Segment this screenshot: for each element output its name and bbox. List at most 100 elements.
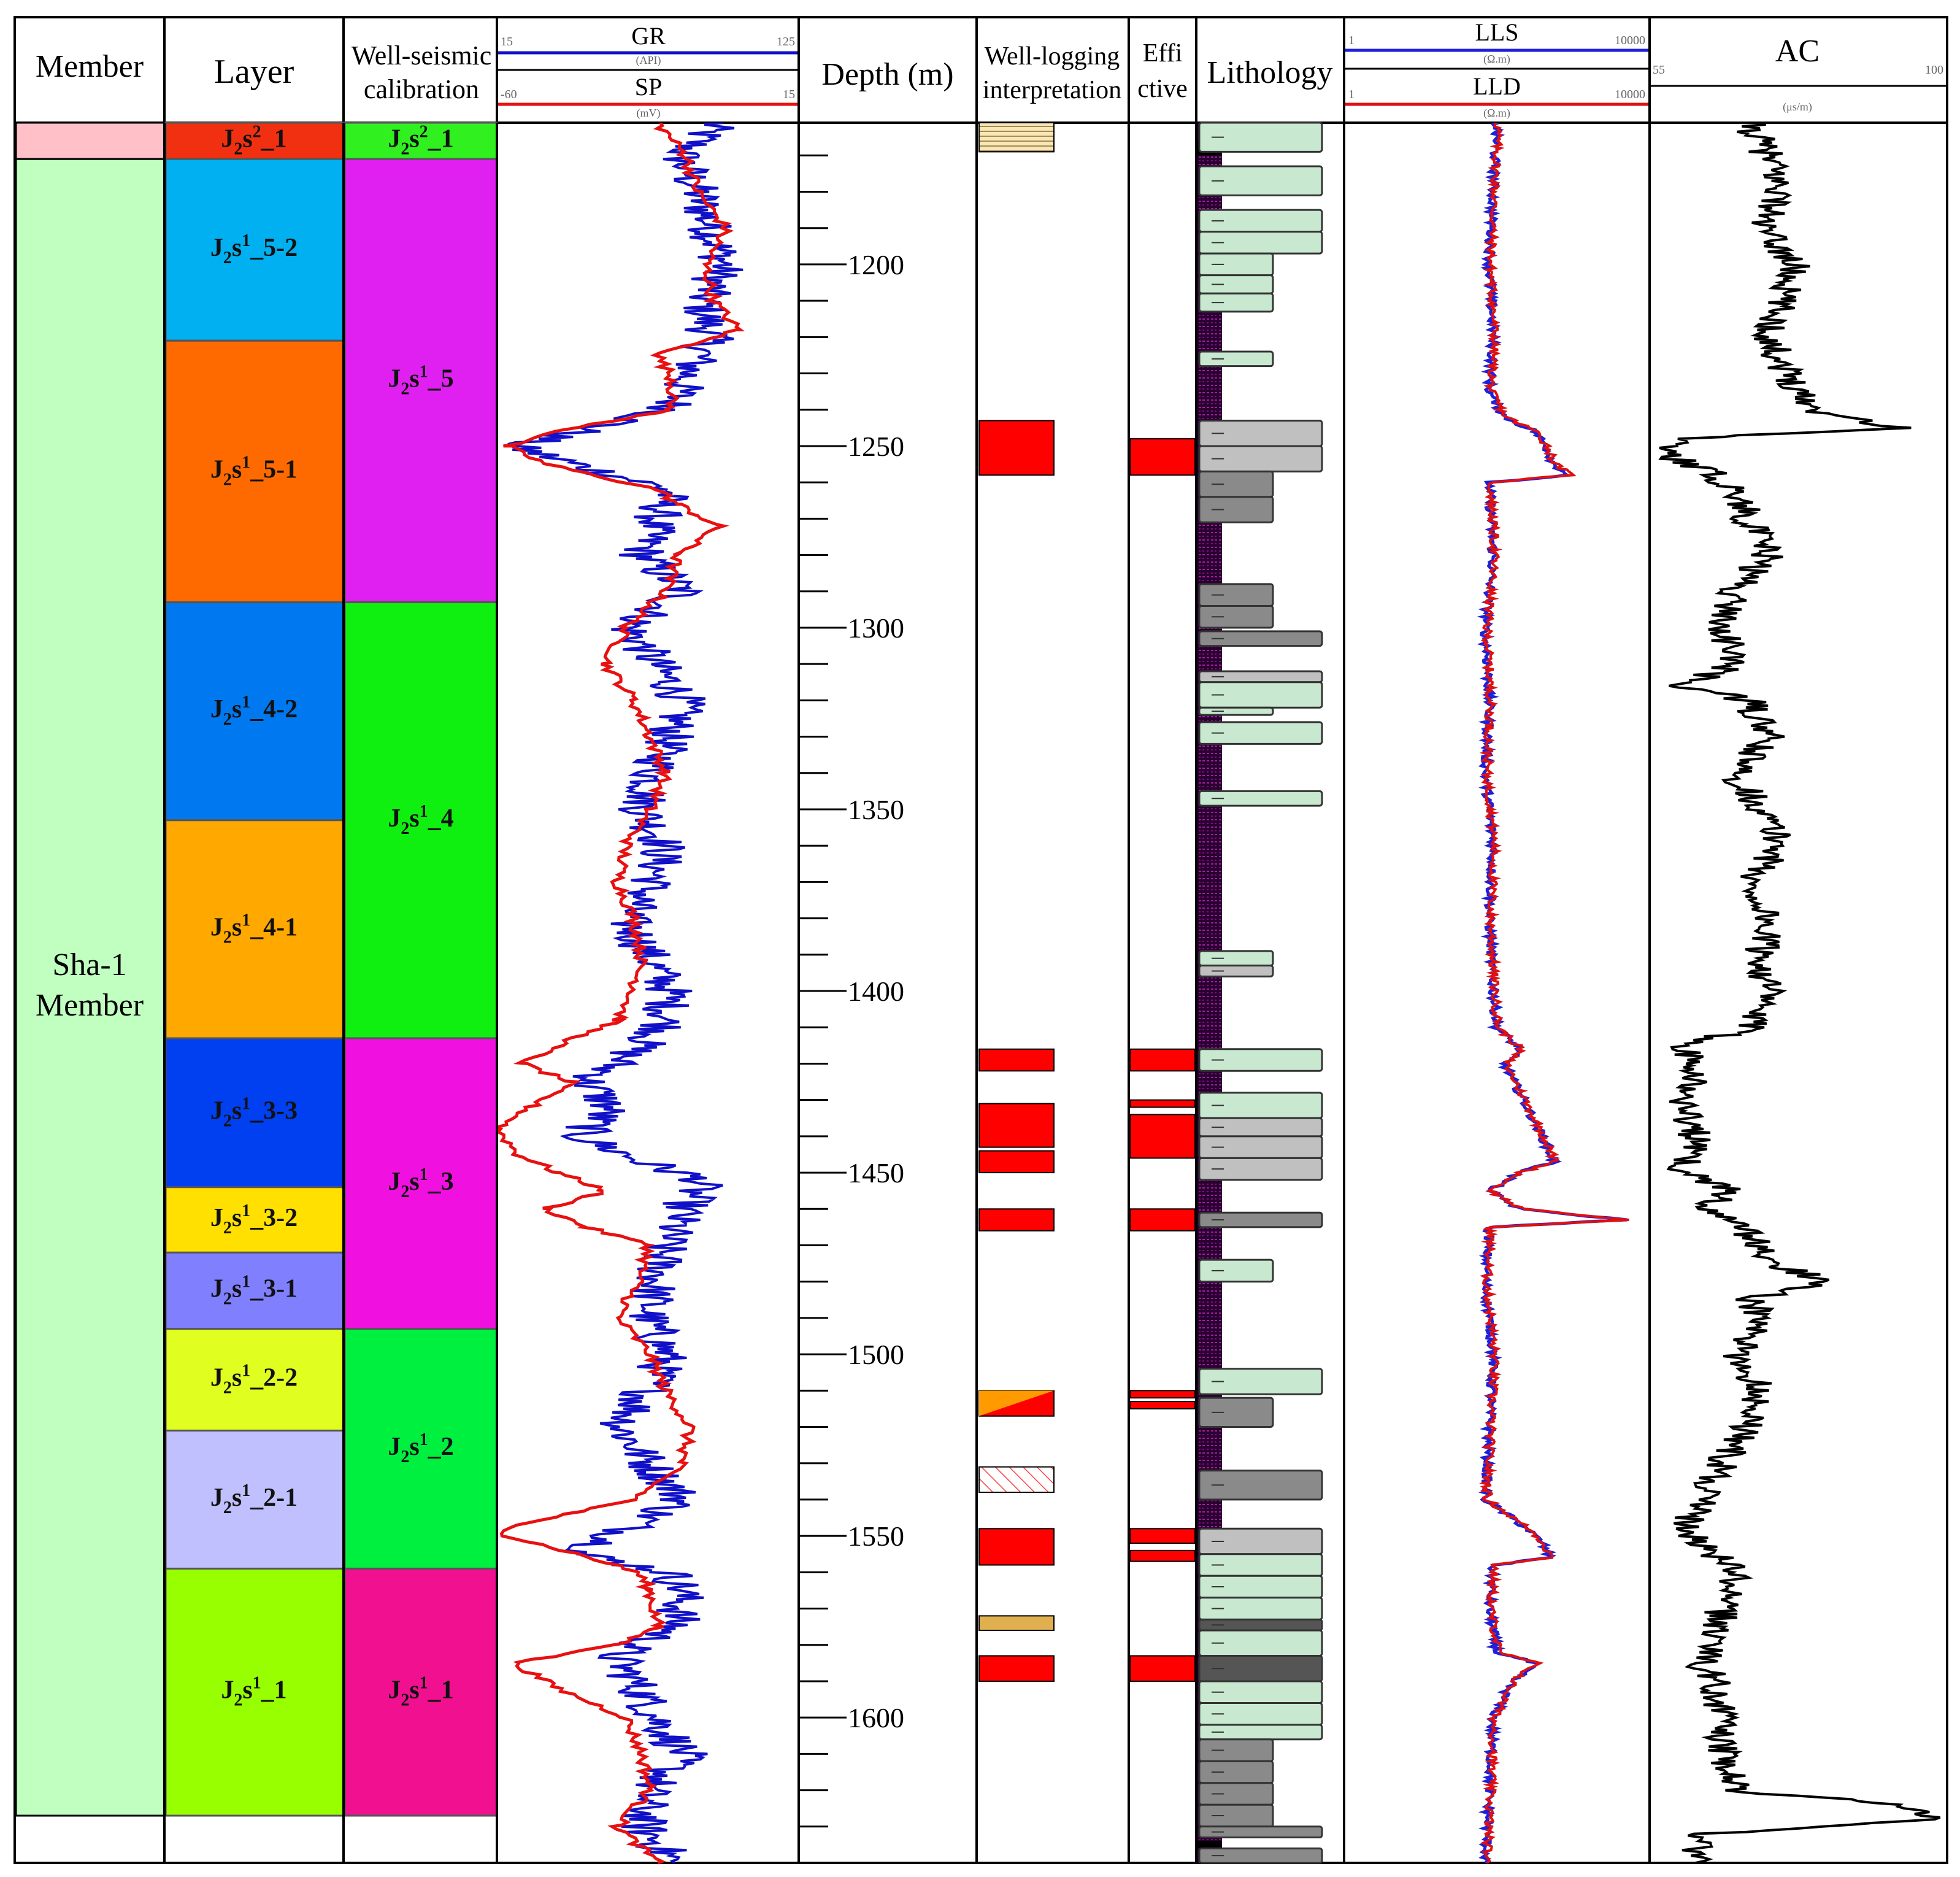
ac-curve — [1658, 123, 1941, 1864]
coal-band — [1197, 1841, 1222, 1849]
lithology-bed — [1198, 1470, 1323, 1501]
header-lld: LLD — [1473, 72, 1521, 100]
lithology-bed — [1198, 252, 1274, 277]
header-gr: GR — [631, 22, 666, 50]
calibration-label: J2s1_2 — [388, 1430, 453, 1467]
layer-label: J2s1_1 — [221, 1674, 286, 1710]
effective-block — [1129, 1114, 1196, 1159]
header-layer: Layer — [214, 53, 294, 91]
layer-label: J2s1_5-2 — [210, 231, 298, 268]
calibration-cell — [344, 121, 498, 160]
calibration-label: J2s1_5 — [388, 362, 453, 398]
layer-label: J2s2_1 — [221, 123, 286, 159]
header-member: Member — [36, 49, 144, 84]
layer-label: J2s1_3-3 — [210, 1094, 298, 1130]
member-0 — [15, 121, 166, 160]
interpretation-track — [978, 122, 1055, 1682]
interpretation-block — [978, 420, 1055, 476]
lls-curve — [1477, 123, 1628, 1864]
header-eff-2: ctive — [1137, 75, 1188, 103]
lithology-bed — [1198, 1397, 1274, 1428]
layer-cell — [164, 601, 345, 822]
lld-curve — [1479, 123, 1629, 1864]
lithology-bed — [1198, 604, 1274, 629]
calibration-label: J2s1_3 — [388, 1165, 453, 1201]
sp-scale-max: 15 — [783, 88, 795, 101]
layer-label: J2s1_4-2 — [210, 693, 298, 729]
ac-track — [1658, 123, 1941, 1864]
interpretation-block — [978, 1615, 1055, 1632]
header-eff-1: Effi — [1143, 39, 1183, 67]
sp-curve — [498, 123, 745, 1865]
gr-sp-track — [498, 123, 745, 1865]
lithology-bed — [1198, 790, 1323, 807]
effective-block — [1129, 1655, 1196, 1682]
calibration-cell — [344, 1567, 498, 1817]
lithology-bed — [1198, 706, 1274, 716]
layer-cell — [164, 1429, 345, 1570]
member-label: Sha-1 Member — [36, 947, 144, 1023]
lithology-bed — [1198, 630, 1323, 647]
layer-label: J2s1_3-2 — [210, 1201, 298, 1238]
lld-unit: (Ω.m) — [1483, 107, 1510, 120]
header-depth: Depth (m) — [821, 57, 953, 92]
column-headers: Member Layer Well-seismic calibration GR… — [36, 18, 1947, 120]
calibration-label: J2s2_1 — [388, 123, 453, 159]
lithology-bed — [1198, 1157, 1323, 1181]
calibration-cell — [344, 1328, 498, 1570]
interpretation-block — [978, 1655, 1055, 1682]
lithology-bed — [1198, 1048, 1323, 1072]
interpretation-block — [978, 1048, 1055, 1072]
lithology-bed — [1198, 470, 1274, 498]
effective-block — [1129, 438, 1196, 476]
calibration-label: J2s1_1 — [388, 1674, 453, 1710]
interpretation-split-fill — [979, 1390, 1054, 1416]
lithology-bed — [1198, 1782, 1274, 1806]
layer-cell — [164, 121, 345, 160]
lithology-bed — [1198, 1847, 1323, 1864]
interpretation-block — [978, 1208, 1055, 1231]
lls-scale-max: 10000 — [1615, 34, 1645, 47]
depth-track: 1200 1250 1300 1350 1400 1450 1500 1550 1600 — [800, 154, 904, 1864]
member-column: Sha-1 Member — [15, 121, 166, 1817]
lls-scale-min: 1 — [1348, 34, 1355, 47]
effective-block — [1129, 1528, 1196, 1544]
lithology-bed — [1198, 350, 1274, 368]
calibration-cell — [344, 601, 498, 1039]
effective-block — [1129, 1390, 1196, 1399]
depth-label: 1400 — [848, 976, 904, 1007]
header-wellseis-2: calibration — [364, 74, 479, 104]
gr-curve — [507, 123, 744, 1864]
sp-unit: (mV) — [637, 107, 661, 120]
header-ac: AC — [1775, 34, 1820, 69]
layer-label: J2s1_3-1 — [210, 1272, 298, 1308]
layer-column: J2s2_1 J2s1_5-2 J2s1_5-1 J2s1_4-2 J2s1_4-1 J2… — [164, 121, 345, 1817]
calibration-label: J2s1_4 — [388, 802, 453, 838]
calibration-column: J2s2_1 J2s1_5 J2s1_4 J2s1_3 J2s1_2 J2s1_1 — [344, 121, 498, 1817]
interpretation-block — [978, 122, 1055, 153]
depth-label: 1550 — [848, 1520, 904, 1552]
lithology-bed — [1198, 292, 1274, 313]
layer-label: J2s1_2-1 — [210, 1481, 298, 1517]
lithology-bed — [1198, 583, 1274, 607]
lithology-bed — [1198, 1211, 1323, 1228]
lithology-bed — [1198, 1760, 1274, 1784]
header-wli-1: Well-logging — [985, 42, 1120, 71]
interpretation-block — [978, 1528, 1055, 1566]
gr-scale-min: 15 — [501, 35, 513, 48]
layer-cell — [164, 1567, 345, 1817]
layer-cell — [164, 339, 345, 604]
outer-frame — [13, 16, 1948, 1864]
interpretation-block — [978, 1103, 1055, 1148]
lithology-bed — [1198, 121, 1323, 153]
lithology-track — [1197, 121, 1323, 1864]
depth-label: 1500 — [848, 1339, 904, 1370]
lithology-bed — [1198, 496, 1274, 523]
lld-scale-min: 1 — [1348, 88, 1355, 101]
lithology-bed — [1198, 965, 1274, 977]
sp-scale-min: -60 — [501, 88, 517, 101]
layer-cell — [164, 1251, 345, 1330]
column-dividers-top — [163, 123, 498, 1863]
ac-scale-min: 55 — [1653, 63, 1665, 77]
